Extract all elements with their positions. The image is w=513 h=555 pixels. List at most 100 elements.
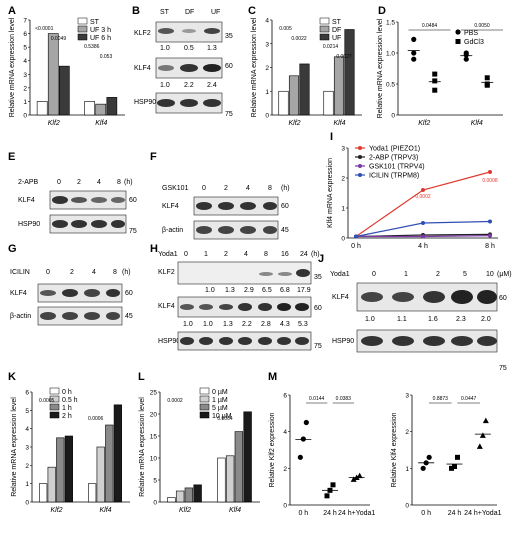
x-tick-label: 0 h	[421, 510, 431, 517]
p-value: 0.0484	[422, 23, 438, 29]
band	[111, 220, 125, 228]
band	[157, 99, 175, 107]
legend-swatch	[319, 25, 330, 33]
chart-k: 0 1 2 3 4 5 6 Relative mRNA expression level Klf…	[11, 387, 130, 514]
x-tick-label: 24 h+Yoda1	[338, 510, 375, 517]
panel-label-m: M	[268, 371, 277, 383]
x-tick-label: Klf2	[179, 507, 191, 514]
band	[111, 197, 125, 203]
band	[263, 202, 277, 210]
x-tick-label: Klf2	[288, 120, 300, 127]
bar	[234, 431, 244, 503]
data-point	[411, 56, 417, 62]
panel-label-e: E	[8, 151, 15, 163]
row-label: KLF4	[134, 65, 151, 72]
data-point	[350, 476, 357, 482]
blot-e: 2-APB 0 2 4 8 KLF4 60 HSP90 75	[18, 179, 137, 235]
band	[219, 337, 233, 345]
bar	[193, 484, 202, 503]
p-value: 0.0447	[461, 396, 477, 402]
band	[477, 290, 497, 304]
blot-j: Yoda1 0 1 2 5 10 (μM) KLF4 60 1.0 1.1 1.…	[330, 271, 512, 372]
p-value: 0.0050	[474, 23, 490, 29]
blot-strip	[37, 283, 123, 303]
y-tick-label: 6	[283, 393, 287, 400]
legend-label: 1 h	[62, 405, 72, 412]
legend-swatch	[358, 146, 362, 150]
y-tick-label: 0	[25, 500, 29, 507]
treatment-label: ICILIN	[10, 269, 30, 276]
band	[182, 29, 196, 33]
lane-label: 8	[264, 251, 268, 258]
y-tick-label: 0	[341, 236, 345, 243]
p-value: 0.005	[279, 26, 292, 32]
band	[203, 64, 221, 72]
y-tick-label: 0	[265, 113, 269, 120]
lane-label: 0	[184, 251, 188, 258]
y-tick-label: 1.0	[386, 51, 395, 58]
bar	[58, 65, 70, 116]
legend-label: PBS	[464, 30, 478, 37]
chart-c: 0 1 2 3 4 Relative mRNA expression level Klf2 K…	[251, 17, 362, 127]
band	[52, 196, 68, 204]
mw-marker: 75	[314, 343, 322, 350]
band	[91, 197, 107, 203]
data-point	[420, 465, 426, 471]
y-tick-label: 20	[150, 412, 158, 419]
chart-i: 0 1 2 3 Klf4 mRNA expression 0 h 4 h 8 h Yoda1 (…	[327, 146, 498, 250]
lane-label: 8	[268, 185, 272, 192]
p-value: 0.053	[100, 54, 113, 60]
y-tick-label: 0	[391, 113, 395, 120]
band	[199, 304, 213, 310]
quant-value: 1.6	[428, 316, 438, 323]
band	[196, 226, 212, 234]
y-tick-label: 0	[283, 503, 287, 510]
mw-marker: 75	[225, 111, 233, 118]
band	[180, 64, 198, 72]
row-label: HSP90	[134, 99, 156, 106]
treatment-label: Yoda1	[330, 271, 350, 278]
y-tick-label: 0.5	[386, 82, 395, 89]
band	[106, 289, 120, 297]
legend-label: DF	[332, 27, 341, 34]
bar	[278, 90, 289, 116]
lane-label: 8	[113, 269, 117, 276]
band	[361, 292, 383, 302]
legend-swatch	[49, 403, 60, 411]
band	[52, 220, 68, 228]
data-point	[463, 50, 469, 56]
p-value: 0.0004	[217, 416, 233, 422]
legend-label: 5 µM	[212, 405, 228, 412]
bar	[47, 33, 59, 116]
time-unit: (h)	[124, 179, 133, 186]
mw-marker: 60	[129, 197, 137, 204]
data-point	[449, 465, 454, 471]
legend-label: 10 µM	[212, 413, 232, 420]
y-tick-label: 6	[23, 31, 27, 38]
legend-swatch	[455, 39, 461, 44]
band	[71, 197, 87, 203]
quant-value: 2.3	[456, 316, 466, 323]
lane-label: 2	[77, 179, 81, 186]
quant-value: 1.3	[207, 45, 217, 52]
y-axis-label: Relative mRNA expression level	[139, 397, 146, 497]
y-axis-label: Relative mRNA expression level	[377, 18, 384, 118]
x-tick-label: Klf4	[95, 120, 107, 127]
band	[204, 28, 220, 34]
blot-strip	[49, 190, 127, 210]
bar	[323, 90, 334, 116]
p-value: 0.0002	[167, 398, 183, 404]
chart-l: 0 5 10 15 20 25 Relative mRNA expression level…	[139, 387, 260, 514]
y-tick-label: 1	[405, 466, 409, 473]
row-label: HSP90	[158, 338, 180, 345]
bar	[217, 457, 226, 503]
chart-m2: 0 1 2 3 Relative Klf4 expression 0 h 24 h 24 h+…	[391, 393, 502, 518]
legend-label: Yoda1 (PIEZO1)	[369, 146, 420, 153]
blot-b: ST DF UF KLF2 1.0 0.5 1.3 35 KLF4 1.0 2.…	[134, 9, 233, 118]
y-tick-label: 2	[283, 466, 287, 473]
chart-m1: 0 2 4 6 Relative Klf2 expression 0 h 24 h 24 h+…	[269, 393, 375, 518]
mw-marker: 60	[125, 290, 133, 297]
band	[219, 304, 233, 310]
bar	[95, 103, 107, 116]
bar	[299, 63, 310, 116]
